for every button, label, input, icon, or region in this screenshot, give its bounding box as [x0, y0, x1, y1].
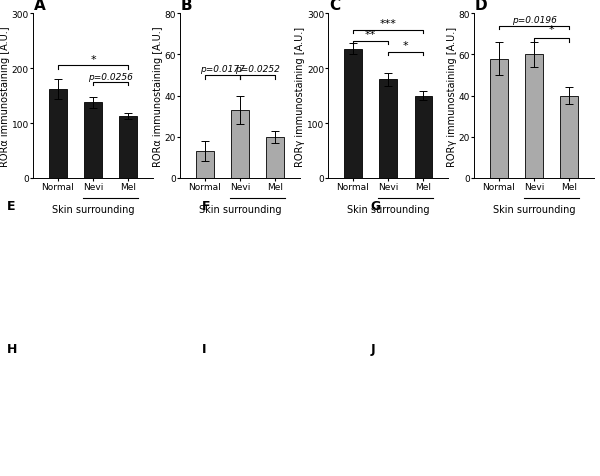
Bar — [266, 138, 284, 178]
Bar — [119, 117, 137, 178]
Y-axis label: RORγ immunostaining [A.U.]: RORγ immunostaining [A.U.] — [295, 27, 305, 166]
Text: p=0.0177: p=0.0177 — [200, 65, 245, 74]
Bar — [490, 60, 508, 178]
Text: ***: *** — [380, 19, 397, 29]
Text: Skin surrounding: Skin surrounding — [347, 205, 430, 215]
Bar — [84, 103, 102, 178]
Text: *: * — [403, 41, 409, 51]
Text: p=0.0252: p=0.0252 — [235, 65, 280, 74]
Text: I: I — [202, 342, 206, 356]
Text: Skin surrounding: Skin surrounding — [52, 205, 134, 215]
Text: F: F — [202, 199, 210, 213]
Text: Skin surrounding: Skin surrounding — [199, 205, 281, 215]
Text: p=0.0256: p=0.0256 — [88, 73, 133, 81]
Text: *: * — [90, 55, 96, 65]
Text: A: A — [34, 0, 46, 13]
Y-axis label: RORα immunostaining [A.U.]: RORα immunostaining [A.U.] — [0, 26, 10, 167]
Text: C: C — [329, 0, 340, 13]
Text: J: J — [371, 342, 376, 356]
Text: **: ** — [365, 30, 376, 40]
Text: Skin surrounding: Skin surrounding — [493, 205, 575, 215]
Bar — [231, 111, 249, 178]
Bar — [525, 55, 543, 178]
Bar — [560, 96, 578, 178]
Text: E: E — [7, 199, 15, 213]
Text: H: H — [7, 342, 17, 356]
Y-axis label: RORγ immunostaining [A.U.]: RORγ immunostaining [A.U.] — [447, 27, 457, 166]
Text: B: B — [181, 0, 193, 13]
Bar — [379, 80, 397, 178]
Text: *: * — [549, 25, 554, 35]
Bar — [49, 90, 67, 178]
Bar — [196, 152, 214, 178]
Y-axis label: RORα immunostaining [A.U.]: RORα immunostaining [A.U.] — [153, 26, 163, 167]
Text: D: D — [475, 0, 487, 13]
Bar — [415, 97, 433, 178]
Bar — [344, 50, 362, 178]
Text: G: G — [371, 199, 381, 213]
Text: p=0.0196: p=0.0196 — [512, 16, 556, 25]
